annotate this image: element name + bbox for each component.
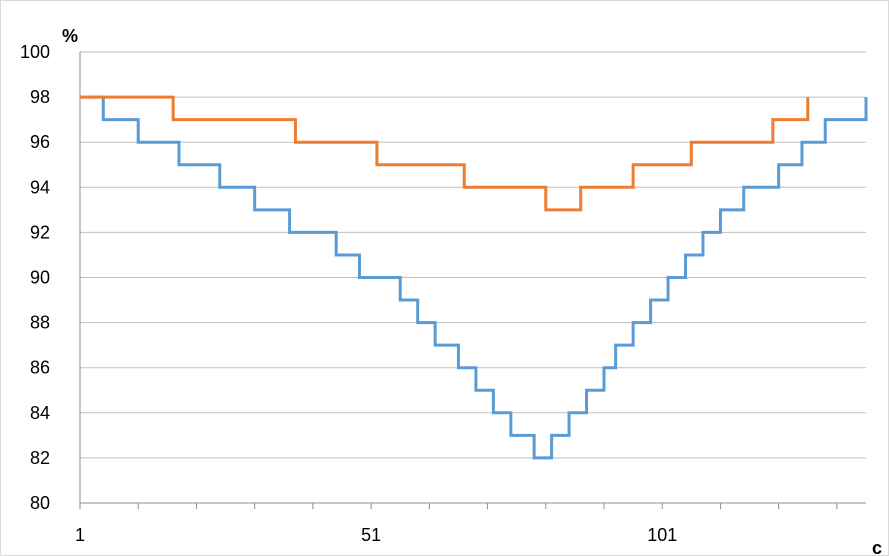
y-tick-label: 82 xyxy=(30,448,50,468)
x-tick-labels: 1 51 101 xyxy=(75,525,677,545)
x-tick-label: 51 xyxy=(361,525,381,545)
y-tick-label: 84 xyxy=(30,403,50,423)
y-tick-label: 92 xyxy=(30,222,50,242)
y-tick-label: 90 xyxy=(30,268,50,288)
y-tick-label: 96 xyxy=(30,132,50,152)
series-line-1 xyxy=(80,95,868,460)
y-tick-label: 98 xyxy=(30,87,50,107)
y-tick-label: 80 xyxy=(30,493,50,513)
x-axis-title: c xyxy=(872,538,882,556)
y-tick-label: 86 xyxy=(30,358,50,378)
y-tick-labels: 80 82 84 86 88 90 92 94 96 98 100 xyxy=(20,42,50,513)
gridlines xyxy=(80,51,866,459)
axes xyxy=(79,52,866,509)
x-tick-label: 101 xyxy=(647,525,677,545)
series-lines xyxy=(80,95,868,460)
y-tick-label: 100 xyxy=(20,42,50,62)
y-axis-title: % xyxy=(62,26,78,46)
series-line-2 xyxy=(80,95,810,212)
y-tick-label: 94 xyxy=(30,177,50,197)
x-tick-label: 1 xyxy=(75,525,85,545)
y-tick-label: 88 xyxy=(30,313,50,333)
